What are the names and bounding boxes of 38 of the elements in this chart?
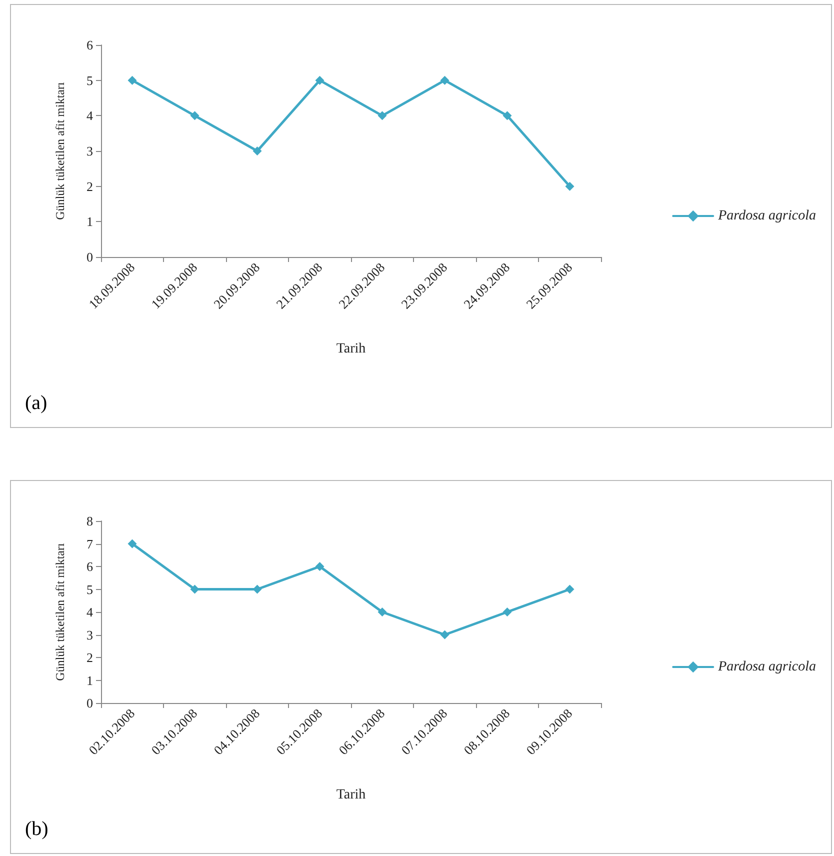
point	[128, 539, 137, 548]
y-axis-title: Günlük tüketilen afit miktarı	[53, 542, 67, 681]
y-tick-label: 8	[86, 514, 93, 528]
y-tick-label: 6	[86, 559, 94, 574]
point	[502, 111, 512, 120]
text: (a)	[25, 392, 48, 415]
y-tick-label: 2	[86, 650, 93, 665]
y-tick-label: 1	[86, 214, 93, 230]
y-tick-label: 0	[86, 250, 93, 264]
point	[440, 76, 450, 85]
y-tick-label: 2	[86, 178, 93, 194]
point	[315, 562, 324, 571]
y-tick-label: 1	[86, 672, 93, 688]
point	[128, 76, 137, 85]
legend-label: Pardosa agricola	[717, 208, 816, 224]
y-tick-label: 5	[86, 582, 93, 597]
y-tick-label: 3	[86, 627, 93, 642]
y-axis-title: Günlük tüketilen afit miktarı	[53, 82, 67, 220]
y-tick-label: 6	[86, 38, 94, 52]
point	[440, 630, 450, 640]
point	[502, 608, 512, 616]
y-tick-label: 4	[86, 108, 94, 124]
text: (b)	[25, 818, 48, 841]
point	[378, 111, 387, 120]
y-tick-label: 0	[86, 696, 93, 710]
x-axis-title: Tarih	[336, 788, 366, 802]
point	[565, 584, 574, 594]
point	[565, 182, 574, 191]
legend-label: Pardosa agricola	[717, 660, 816, 674]
point	[315, 76, 324, 85]
x-axis-title: Tarih	[336, 342, 366, 356]
y-tick-label: 7	[86, 536, 94, 552]
y-tick-label: 3	[86, 144, 93, 158]
y-tick-label: 5	[86, 72, 93, 88]
point	[252, 146, 262, 156]
point	[378, 608, 387, 616]
point	[190, 111, 200, 120]
y-tick-label: 4	[86, 604, 94, 620]
